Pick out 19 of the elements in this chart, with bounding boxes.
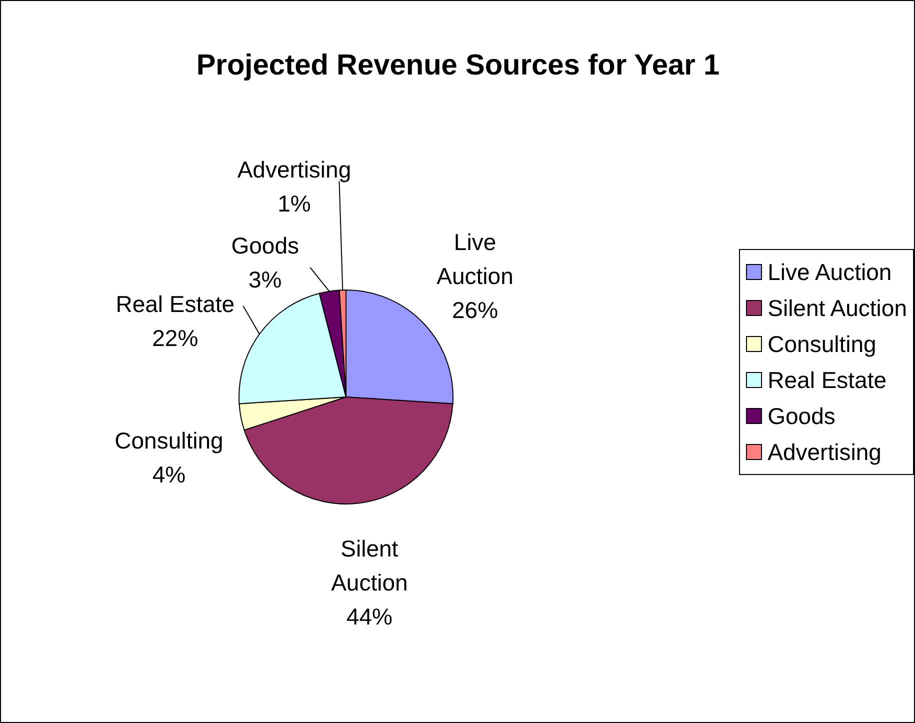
slice-label: Silent Auction	[331, 536, 408, 596]
legend-label: Real Estate	[768, 366, 887, 394]
slice-label: Goods	[231, 232, 300, 258]
legend-label: Silent Auction	[768, 294, 907, 322]
data-label: 1%	[278, 190, 311, 216]
slice-label: Real Estate	[116, 290, 235, 317]
legend-label: Consulting	[768, 330, 876, 359]
legend-label: Live Auction	[768, 258, 892, 286]
data-label: 4%	[152, 461, 186, 488]
legend-label: Advertising	[768, 438, 882, 467]
slice-label: Advertising	[237, 156, 352, 182]
chart-title: Projected Revenue Sources for Year 1	[196, 50, 720, 82]
data-label: 22%	[152, 324, 198, 351]
legend-label: Goods	[768, 402, 836, 430]
data-label: 44%	[346, 604, 392, 630]
data-label: 3%	[248, 266, 282, 292]
slice-label: Live Auction	[436, 228, 514, 289]
slice-label: Consulting	[114, 427, 224, 454]
data-label: 26%	[452, 296, 498, 323]
